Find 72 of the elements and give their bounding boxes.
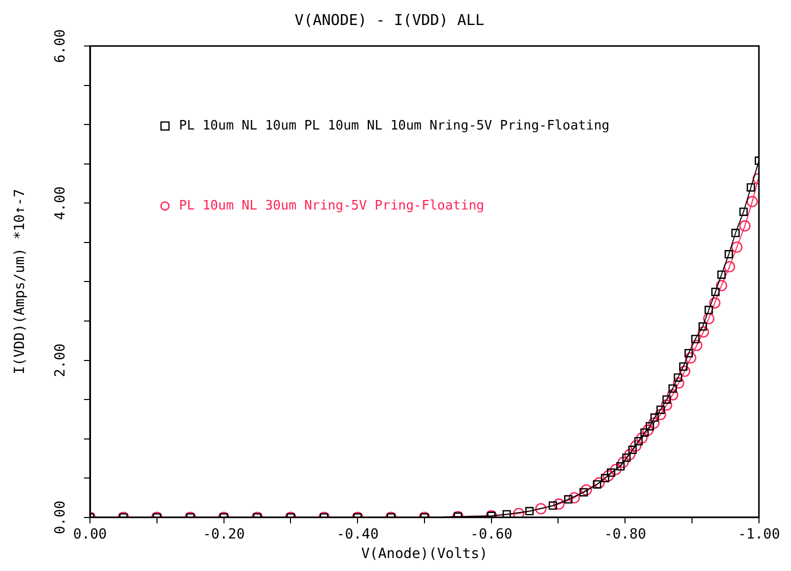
point: [662, 395, 671, 404]
point: [660, 399, 672, 411]
point: [616, 462, 625, 471]
y-tick-label: 6.00: [52, 29, 69, 63]
point: [673, 377, 684, 389]
point: [684, 349, 693, 358]
point: [654, 408, 666, 420]
chart-title: V(ANODE) - I(VDD) ALL: [294, 10, 484, 29]
point: [568, 492, 580, 504]
point: [602, 470, 614, 482]
point: [513, 508, 524, 518]
point: [640, 428, 649, 437]
point: [666, 389, 678, 400]
point: [564, 495, 572, 504]
point: [711, 288, 720, 296]
point: [731, 228, 740, 238]
point: [646, 422, 654, 430]
legend-label: PL 10um NL 10um PL 10um NL 10um Nring-5V Pring-Floating: [179, 118, 610, 134]
x-tick-label: -0.80: [604, 526, 646, 542]
point: [525, 506, 534, 516]
point: [579, 488, 588, 496]
point: [650, 413, 659, 422]
point: [656, 406, 665, 414]
legend-label: PL 10um NL 30um Nring-5V Pring-Floating: [179, 198, 484, 214]
x-tick-label: -1.00: [738, 526, 780, 542]
x-axis-title: V(Anode)(Volts): [361, 546, 488, 562]
point: [592, 480, 602, 489]
point: [535, 503, 547, 514]
point: [636, 432, 648, 444]
point: [746, 196, 758, 208]
point: [606, 468, 616, 477]
point: [668, 384, 677, 393]
point: [679, 362, 688, 371]
point: [593, 477, 605, 488]
point: [698, 326, 710, 338]
point: [731, 241, 743, 253]
y-axis-title: I(VDD)(Amps/um) *10↑-7: [12, 188, 28, 374]
point: [630, 440, 642, 452]
point: [698, 322, 707, 331]
point: [628, 446, 637, 454]
point: [703, 312, 714, 324]
point: [739, 220, 751, 232]
y-tick-label: 2.00: [52, 343, 69, 378]
x-tick-label: 0.00: [73, 526, 107, 542]
point: [716, 280, 728, 292]
point: [691, 334, 700, 344]
x-tick-label: -0.20: [202, 526, 245, 542]
point: [548, 501, 558, 510]
point: [622, 454, 631, 462]
point: [634, 437, 643, 446]
point: [648, 417, 660, 429]
point: [600, 474, 610, 482]
point: [746, 183, 756, 192]
point: [739, 208, 748, 216]
y-tick-label: 4.00: [52, 186, 69, 220]
point: [717, 270, 726, 279]
x-tick-label: -0.60: [470, 526, 512, 542]
x-tick-label: -0.40: [336, 526, 379, 542]
point: [674, 373, 682, 382]
point: [642, 424, 654, 436]
point: [704, 306, 713, 314]
point: [624, 448, 636, 460]
point: [679, 366, 690, 377]
point: [724, 250, 734, 258]
point: [724, 261, 736, 272]
point: [691, 340, 702, 351]
point: [617, 456, 629, 468]
point: [610, 464, 622, 476]
point: [709, 297, 720, 309]
point: [580, 484, 592, 496]
point: [553, 498, 565, 510]
point: [685, 352, 696, 364]
